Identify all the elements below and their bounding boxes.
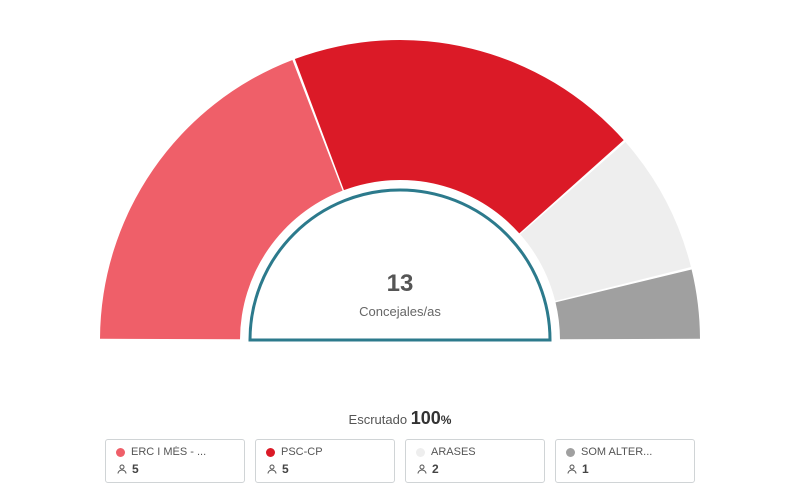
legend-dot-icon	[116, 448, 125, 457]
legend-seats: 2	[432, 462, 439, 476]
person-icon	[566, 463, 578, 475]
seats-caption: Concejales/as	[359, 304, 441, 319]
gauge-center: 13 Concejales/as	[359, 270, 441, 319]
person-icon	[116, 463, 128, 475]
legend-label: ARASES	[431, 446, 476, 458]
legend-seats: 5	[132, 462, 139, 476]
legend-dot-icon	[266, 448, 275, 457]
person-icon	[416, 463, 428, 475]
person-icon	[266, 463, 278, 475]
scrutinized-value: 100	[411, 408, 441, 428]
total-seats: 13	[359, 270, 441, 298]
scrutinized-label: Escrutado	[349, 412, 408, 427]
legend-item[interactable]: ARASES 2	[405, 439, 545, 483]
gauge-chart: 13 Concejales/as	[0, 0, 800, 400]
legend-label: SOM ALTER...	[581, 446, 652, 458]
legend-item[interactable]: ERC I MÉS - ... 5	[105, 439, 245, 483]
legend-dot-icon	[566, 448, 575, 457]
legend-label: PSC-CP	[281, 446, 323, 458]
legend-item[interactable]: SOM ALTER... 1	[555, 439, 695, 483]
legend: ERC I MÉS - ... 5 PSC-CP 5 ARASES	[0, 439, 800, 483]
scrutinized-symbol: %	[441, 413, 452, 427]
legend-dot-icon	[416, 448, 425, 457]
legend-seats: 1	[582, 462, 589, 476]
legend-item[interactable]: PSC-CP 5	[255, 439, 395, 483]
legend-seats: 5	[282, 462, 289, 476]
scrutinized-status: Escrutado 100%	[0, 408, 800, 429]
legend-label: ERC I MÉS - ...	[131, 446, 206, 458]
